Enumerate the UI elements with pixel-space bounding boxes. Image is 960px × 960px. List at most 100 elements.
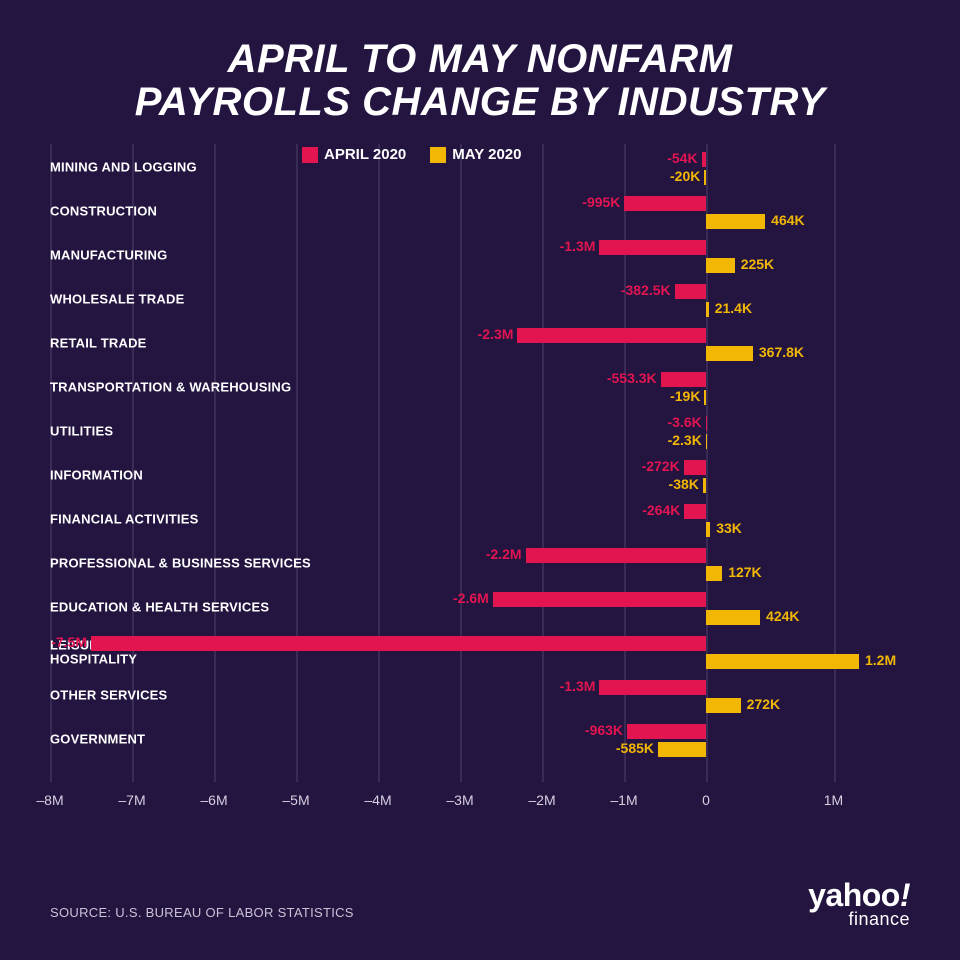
chart-row: EDUCATION & HEALTH SERVICES -2.6M 424K [50, 588, 910, 628]
bar-april [517, 328, 706, 343]
bar-april [627, 724, 706, 739]
category-label: FINANCIAL ACTIVITIES [50, 513, 198, 528]
bar-label-april: -553.3K [607, 370, 657, 386]
chart-row: INFORMATION -272K -38K [50, 456, 910, 496]
bar-label-april: -272K [642, 458, 680, 474]
x-axis-tick-label: –2M [528, 792, 555, 808]
chart-row: LEISURE &HOSPITALITY-7.5M1.2M [50, 632, 910, 672]
category-label: RETAIL TRADE [50, 337, 147, 352]
logo-brand: yahoo! [808, 879, 910, 911]
bar-may [706, 214, 765, 229]
bar-may [706, 258, 735, 273]
chart-container: APRIL TO MAY NONFARM PAYROLLS CHANGE BY … [0, 0, 960, 960]
bar-label-april: -54K [667, 150, 697, 166]
bar-label-may: 367.8K [759, 344, 804, 360]
bar-label-may: 464K [771, 212, 804, 228]
x-axis-tick-label: 1M [824, 792, 843, 808]
category-label: INFORMATION [50, 469, 143, 484]
chart-row: MANUFACTURING -1.3M 225K [50, 236, 910, 276]
category-label: EDUCATION & HEALTH SERVICES [50, 601, 269, 616]
category-label: TRANSPORTATION & WAREHOUSING [50, 381, 291, 396]
bar-label-april: -1.3M [560, 238, 596, 254]
source-text: SOURCE: U.S. BUREAU OF LABOR STATISTICS [50, 905, 354, 920]
category-label: MINING AND LOGGING [50, 161, 197, 176]
bar-april [706, 416, 707, 431]
category-label: MANUFACTURING [50, 249, 167, 264]
bar-label-april: -963K [585, 722, 623, 738]
x-axis-tick-label: –3M [446, 792, 473, 808]
chart-row: RETAIL TRADE -2.3M 367.8K [50, 324, 910, 364]
logo-exclaim-icon: ! [900, 877, 910, 913]
bar-april [684, 504, 706, 519]
bar-april [493, 592, 706, 607]
category-label: GOVERNMENT [50, 733, 145, 748]
bar-label-may: -585K [616, 740, 654, 756]
bar-label-may: 272K [747, 696, 780, 712]
chart-row: UTILITIES -3.6K -2.3K [50, 412, 910, 452]
bar-label-april: -264K [642, 502, 680, 518]
bar-may [703, 478, 706, 493]
chart-title: APRIL TO MAY NONFARM PAYROLLS CHANGE BY … [50, 38, 910, 124]
bar-label-may: 424K [766, 608, 799, 624]
bar-label-april: -7.5M [51, 634, 87, 650]
bar-label-april: -3.6K [667, 414, 701, 430]
bar-label-april: -382.5K [621, 282, 671, 298]
bar-label-april: -2.2M [486, 546, 522, 562]
bar-label-april: -2.3M [478, 326, 514, 342]
category-label: WHOLESALE TRADE [50, 293, 184, 308]
chart-plot-area: –8M–7M–6M–5M–4M–3M–2M–1M01MAPRIL 2020MAY… [50, 144, 910, 816]
bar-label-may: 127K [728, 564, 761, 580]
bar-label-may: -19K [670, 388, 700, 404]
x-axis-tick-label: –6M [200, 792, 227, 808]
bar-may [706, 610, 760, 625]
bar-label-may: 21.4K [715, 300, 752, 316]
bar-april [526, 548, 706, 563]
x-axis-tick-label: –5M [282, 792, 309, 808]
x-axis-tick-label: –4M [364, 792, 391, 808]
bar-may [706, 302, 709, 317]
category-label: PROFESSIONAL & BUSINESS SERVICES [50, 557, 311, 572]
chart-row: MINING AND LOGGING -54K -20K [50, 148, 910, 188]
title-line1: APRIL TO MAY NONFARM [228, 37, 733, 81]
bar-may [706, 566, 722, 581]
bar-label-may: -2.3K [668, 432, 702, 448]
category-label: UTILITIES [50, 425, 113, 440]
bar-label-may: 33K [716, 520, 742, 536]
chart-row: PROFESSIONAL & BUSINESS SERVICES -2.2M 127… [50, 544, 910, 584]
bar-may [704, 390, 706, 405]
chart-row: TRANSPORTATION & WAREHOUSING -553.3K -19K [50, 368, 910, 408]
bar-label-may: -38K [669, 476, 699, 492]
bar-april [661, 372, 706, 387]
bar-may [706, 434, 707, 449]
bar-april [684, 460, 706, 475]
bar-may [706, 654, 859, 669]
bar-label-may: 1.2M [865, 652, 896, 668]
category-label: OTHER SERVICES [50, 689, 167, 704]
bar-april [675, 284, 706, 299]
bar-label-april: -1.3M [560, 678, 596, 694]
bar-april [624, 196, 706, 211]
x-axis-tick-label: –8M [36, 792, 63, 808]
bar-april [702, 152, 706, 167]
bar-label-april: -2.6M [453, 590, 489, 606]
bar-may [706, 698, 741, 713]
bar-april [599, 680, 706, 695]
bar-april [91, 636, 706, 651]
bar-april [599, 240, 706, 255]
bar-may [706, 346, 753, 361]
chart-row: GOVERNMENT -963K -585K [50, 720, 910, 760]
bar-may [658, 742, 706, 757]
x-axis-tick-label: –1M [610, 792, 637, 808]
bar-label-may: 225K [741, 256, 774, 272]
bar-may [704, 170, 706, 185]
bar-label-april: -995K [582, 194, 620, 210]
x-axis-tick-label: –7M [118, 792, 145, 808]
chart-row: WHOLESALE TRADE -382.5K 21.4K [50, 280, 910, 320]
bar-may [706, 522, 710, 537]
category-label: CONSTRUCTION [50, 205, 157, 220]
chart-row: CONSTRUCTION -995K 464K [50, 192, 910, 232]
x-axis-tick-label: 0 [702, 792, 710, 808]
bar-label-may: -20K [670, 168, 700, 184]
chart-row: FINANCIAL ACTIVITIES -264K 33K [50, 500, 910, 540]
yahoo-finance-logo: yahoo! finance [808, 879, 910, 930]
